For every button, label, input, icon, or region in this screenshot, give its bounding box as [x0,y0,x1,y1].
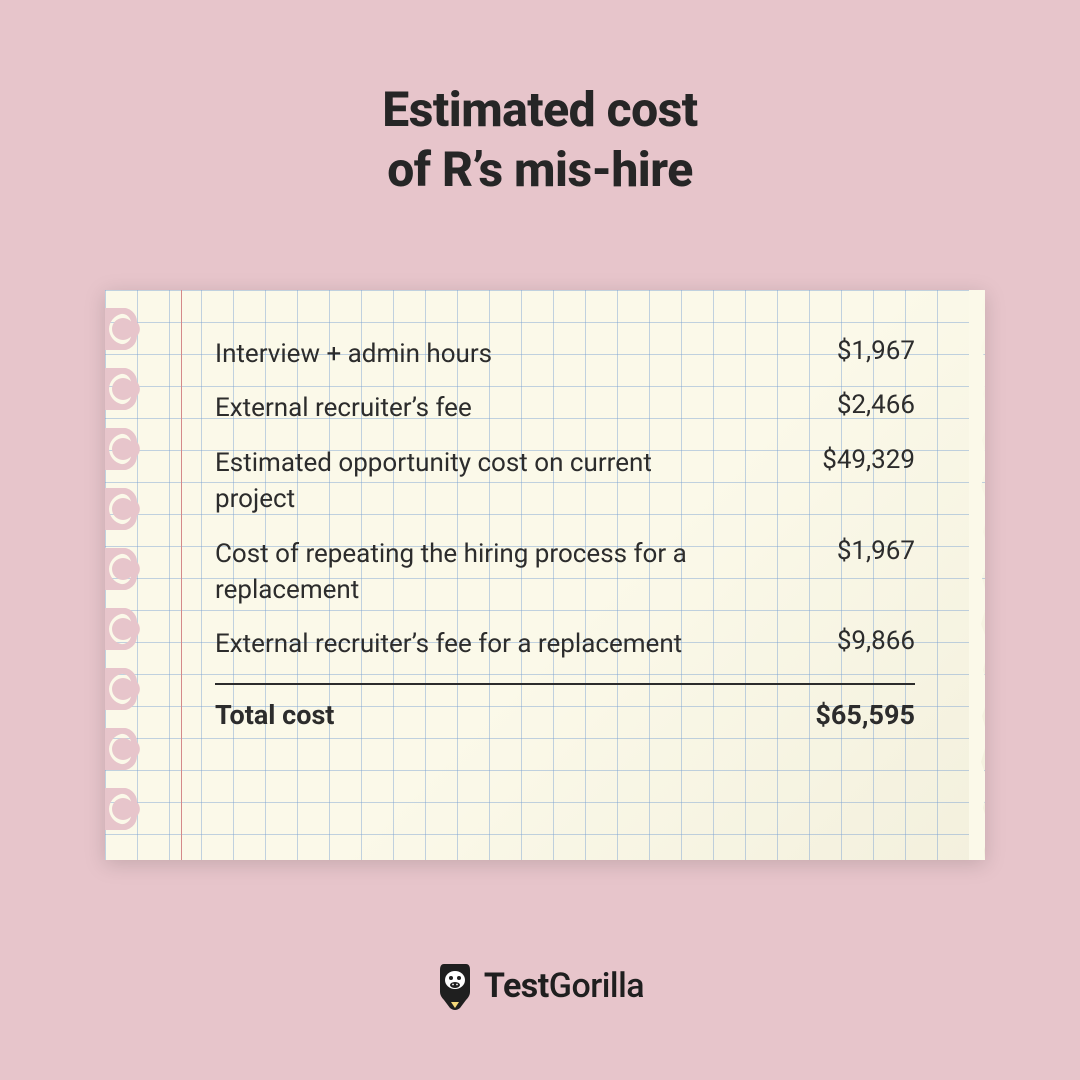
spiral-hole [105,548,149,590]
brand-name-light: Gorilla [549,966,644,1006]
cost-breakdown: Interview + admin hours $1,967 External re… [215,336,915,830]
spiral-hole [105,428,149,470]
cost-row-label: Interview + admin hours [215,336,492,372]
title-line-1: Estimated cost [382,81,697,138]
total-label: Total cost [215,699,334,731]
spiral-hole [105,308,149,350]
cost-row-label: External recruiter’s fee [215,390,472,426]
brand-name: TestGorilla [484,966,644,1006]
spiral-hole [105,668,149,710]
spiral-hole [105,488,149,530]
cost-row: External recruiter’s fee $2,466 [215,390,915,426]
cost-row-label: External recruiter’s fee for a replaceme… [215,626,682,662]
cost-row: Cost of repeating the hiring process for… [215,536,915,609]
total-value: $65,595 [815,699,915,731]
cost-row-value: $49,329 [822,445,915,475]
cost-row-label: Estimated opportunity cost on current pr… [215,445,715,518]
total-divider [215,683,915,685]
spiral-hole [105,788,149,830]
cost-row: Interview + admin hours $1,967 [215,336,915,372]
total-row: Total cost $65,595 [215,699,915,731]
paper-surface: Interview + admin hours $1,967 External re… [105,290,985,860]
paper-margin-line [181,290,182,860]
cost-row-value: $1,967 [837,536,915,566]
cost-row-value: $2,466 [837,390,915,420]
brand-logo: TestGorilla [0,962,1080,1010]
brand-name-bold: Test [484,966,549,1006]
spiral-hole [105,728,149,770]
paper-torn-edge [969,290,985,860]
cost-row: External recruiter’s fee for a replaceme… [215,626,915,662]
cost-row-value: $9,866 [837,626,915,656]
cost-row-value: $1,967 [837,336,915,366]
paper-note: Interview + admin hours $1,967 External re… [105,290,985,860]
page-title: Estimated cost of R’s mis-hire [0,80,1080,200]
spiral-hole [105,368,149,410]
gorilla-icon [436,962,474,1010]
paper-spiral-holes [105,290,159,860]
cost-row: Estimated opportunity cost on current pr… [215,445,915,518]
spiral-hole [105,608,149,650]
cost-row-label: Cost of repeating the hiring process for… [215,536,715,609]
title-line-2: of R’s mis-hire [387,141,693,198]
